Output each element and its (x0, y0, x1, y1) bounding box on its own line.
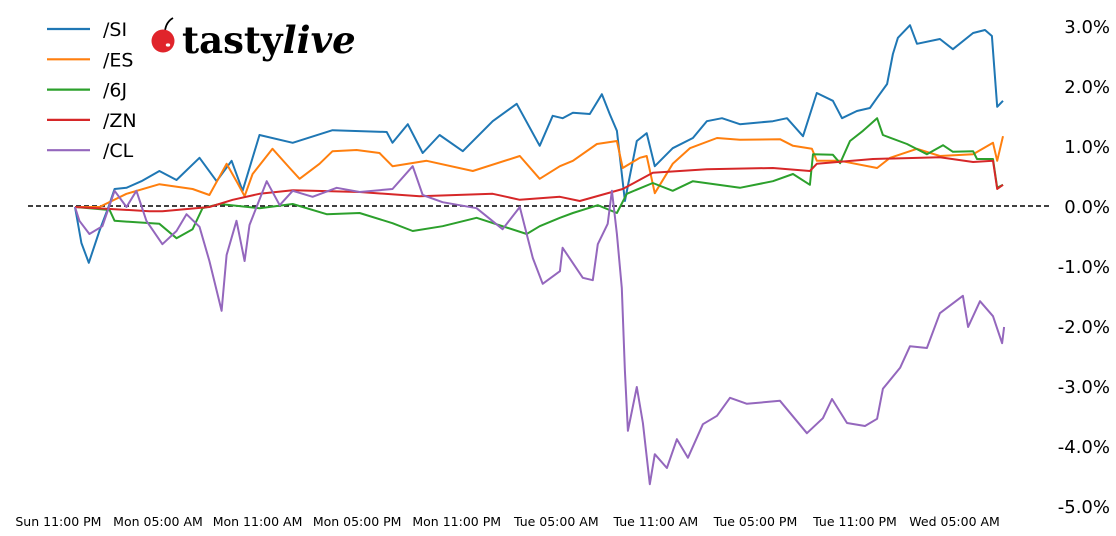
x-tick-label: Sun 11:00 PM (15, 514, 101, 529)
x-tick-label: Mon 11:00 PM (412, 514, 501, 529)
legend-item: /ZN (47, 110, 137, 132)
series-layer (74, 24, 1006, 486)
series-line-6j (74, 117, 1004, 240)
legend-item: /ES (47, 49, 133, 71)
x-tick-label: Mon 05:00 PM (313, 514, 402, 529)
y-tick-label: -4.0% (1058, 437, 1110, 458)
y-tick-label: -2.0% (1058, 317, 1110, 338)
y-tick-label: 2.0% (1064, 77, 1110, 98)
legend-item: /SI (47, 19, 127, 41)
legend-label: /6J (103, 80, 127, 102)
y-axis: 3.0% 2.0% 1.0% 0.0% -1.0% -2.0% -3.0% -4.0% -5.0… (1058, 17, 1110, 518)
logo: tastylive (151, 17, 356, 62)
y-tick-label: 1.0% (1064, 137, 1110, 158)
y-tick-label: -5.0% (1058, 497, 1110, 518)
series-line-zn (74, 156, 1004, 213)
x-tick-label: Wed 05:00 AM (909, 514, 1000, 529)
logo-text-tasty: tasty (182, 18, 284, 62)
legend: /SI/ES/6J/ZN/CL (47, 19, 137, 162)
y-tick-label: 0.0% (1064, 197, 1110, 218)
legend-label: /SI (103, 19, 127, 41)
legend-item: /6J (47, 80, 127, 102)
series-line-si (74, 24, 1004, 264)
legend-label: /ES (103, 49, 133, 71)
y-tick-label: -1.0% (1058, 257, 1110, 278)
x-tick-label: Tue 05:00 AM (513, 514, 599, 529)
legend-item: /CL (47, 140, 134, 162)
x-tick-label: Mon 05:00 AM (113, 514, 203, 529)
x-axis: Sun 11:00 PM Mon 05:00 AM Mon 11:00 AM Mon … (15, 514, 999, 529)
cherry-icon (151, 17, 175, 53)
y-tick-label: -3.0% (1058, 377, 1110, 398)
legend-label: /CL (103, 140, 134, 162)
x-tick-label: Tue 11:00 PM (812, 514, 897, 529)
logo-text: tastylive (182, 18, 356, 62)
series-line-cl (74, 165, 1006, 486)
x-tick-label: Tue 11:00 AM (613, 514, 699, 529)
legend-label: /ZN (103, 110, 137, 132)
x-tick-label: Tue 05:00 PM (713, 514, 798, 529)
logo-text-live: live (283, 18, 356, 62)
series-line-es (75, 135, 1004, 208)
y-tick-label: 3.0% (1064, 17, 1110, 38)
x-tick-label: Mon 11:00 AM (213, 514, 303, 529)
